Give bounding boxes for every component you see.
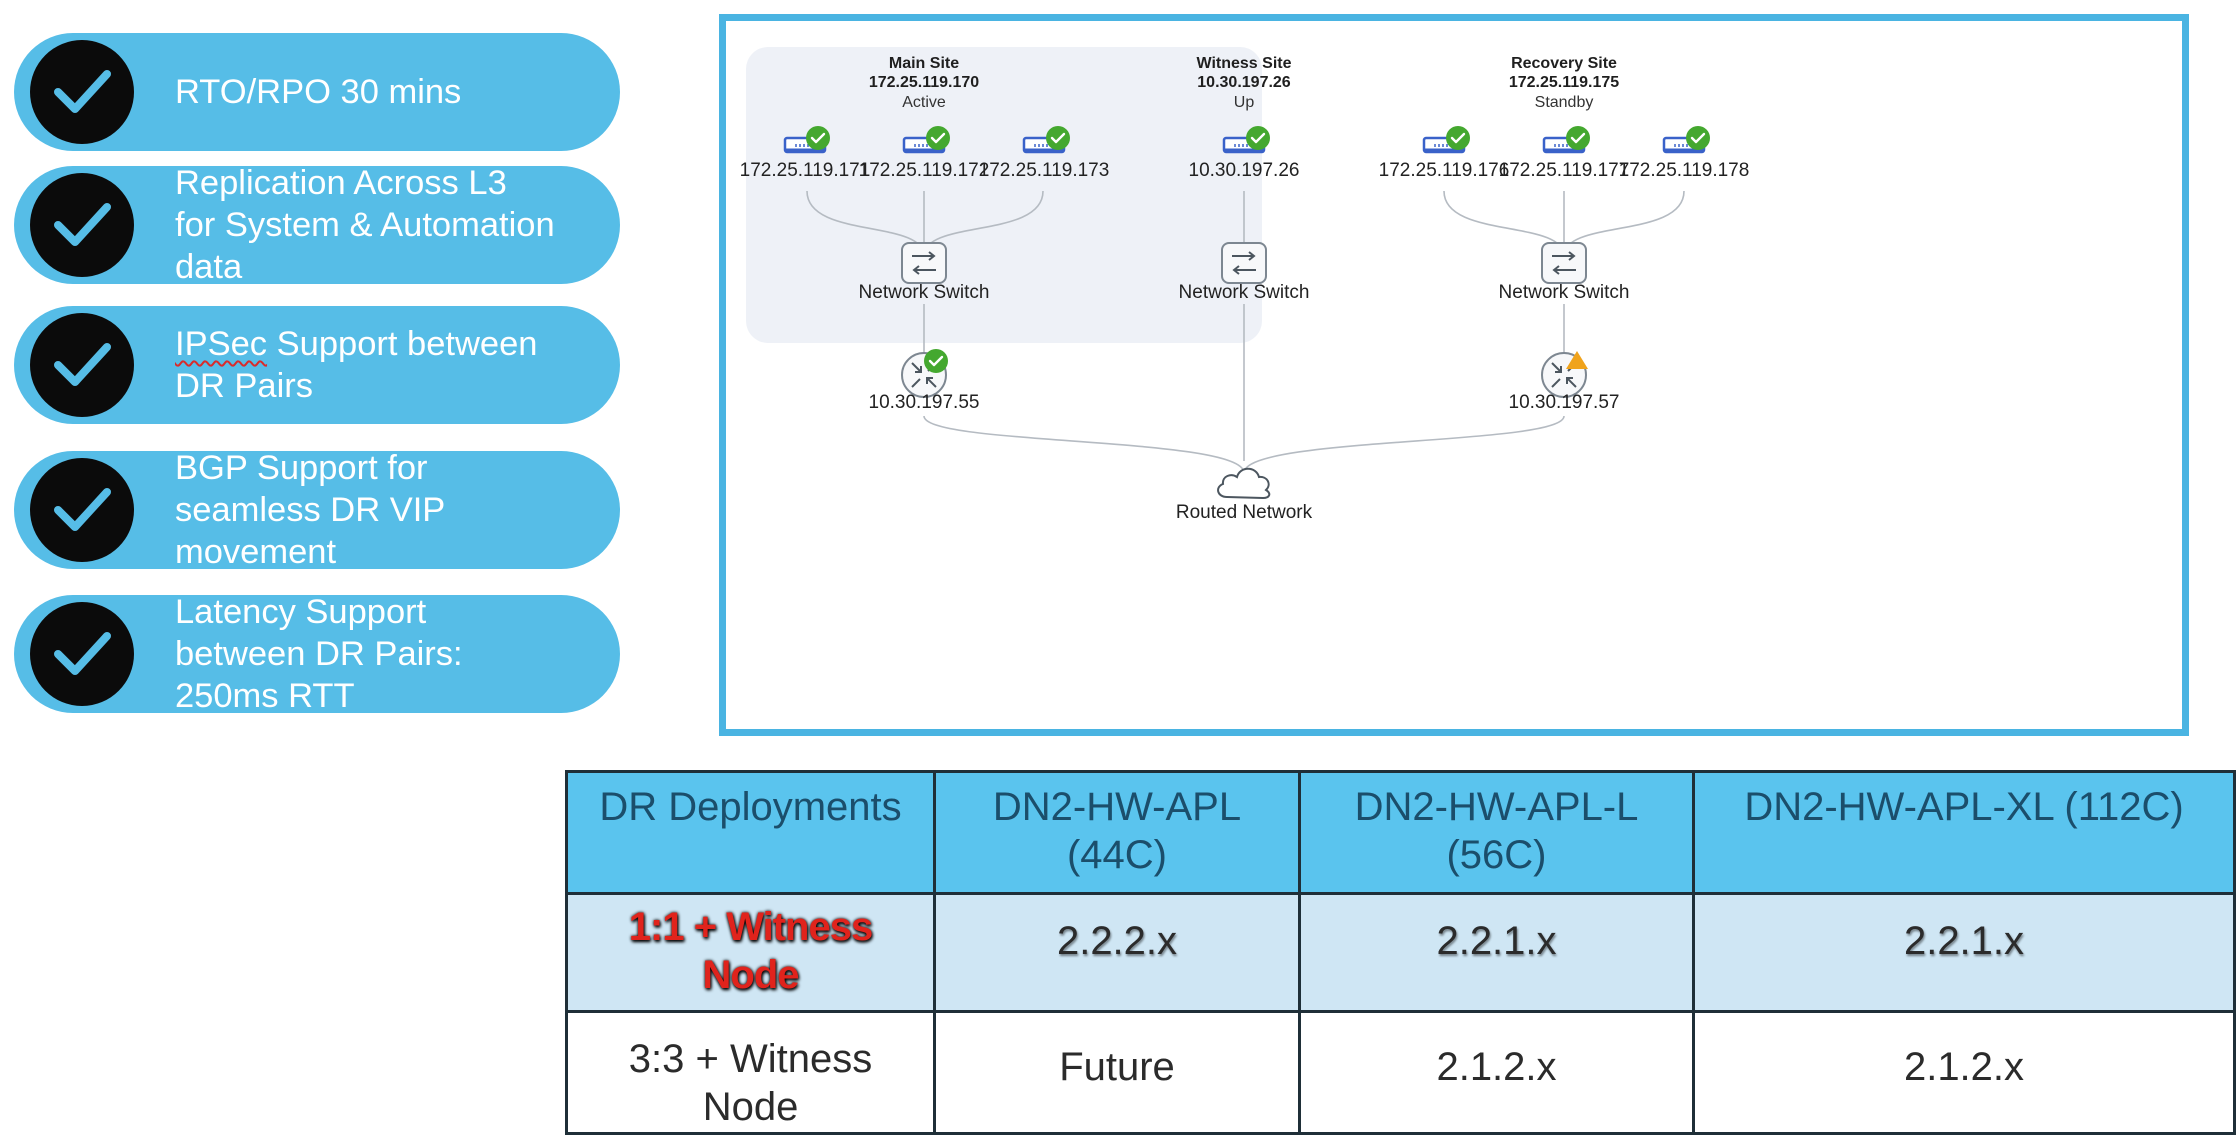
ok-badge-icon <box>924 124 952 152</box>
node-ip-label: 172.25.119.173 <box>979 160 1110 181</box>
network-switch-witness[interactable]: Network Switch <box>1179 242 1310 303</box>
server-node-171[interactable]: 172.25.119.171 <box>740 124 871 181</box>
ok-badge-icon <box>1444 124 1472 152</box>
ipsec-word: IPSec <box>175 325 268 363</box>
witness-site-name: Witness Site <box>1197 55 1292 72</box>
switch-icon <box>1221 242 1267 284</box>
server-node-177[interactable]: 172.25.119.177 <box>1499 124 1630 181</box>
ok-badge-icon <box>1564 124 1592 152</box>
network-label: Routed Network <box>1176 502 1313 523</box>
version-cell: Future <box>933 1010 1301 1135</box>
feature-text: IPSec Support between DR Pairs <box>175 323 586 407</box>
warning-badge-icon <box>1566 351 1588 369</box>
check-icon <box>30 602 134 706</box>
server-node-172[interactable]: 172.25.119.172 <box>859 124 990 181</box>
witness-site-ip: 10.30.197.26 <box>1197 74 1291 91</box>
network-switch-recovery[interactable]: Network Switch <box>1499 242 1630 303</box>
feature-text-rest: Support between DR Pairs <box>175 325 538 405</box>
switch-label: Network Switch <box>1179 282 1310 303</box>
switch-icon <box>901 242 947 284</box>
node-ip-label: 172.25.119.176 <box>1379 160 1510 181</box>
dr-deployment-table: DR Deployments DN2-HW-APL (44C) DN2-HW-A… <box>565 770 2236 1135</box>
feature-pill-replication: Replication Across L3 for System & Autom… <box>14 164 620 286</box>
feature-text: RTO/RPO 30 mins <box>175 73 462 111</box>
feature-text: BGP Support for seamless DR VIP movement <box>175 449 446 571</box>
version-cell: 2.2.1.x <box>1692 892 2236 1013</box>
ok-badge-icon <box>1044 124 1072 152</box>
server-node-176[interactable]: 172.25.119.176 <box>1379 124 1510 181</box>
router-ip-label: 10.30.197.55 <box>869 392 980 413</box>
topology-diagram: Main Site 172.25.119.170 Active Witness … <box>719 14 2189 736</box>
ok-badge-icon <box>922 347 950 375</box>
version-cell: 2.2.2.x <box>933 892 1301 1013</box>
header-apl-l: DN2-HW-APL-L (56C) <box>1298 770 1695 895</box>
deployment-1-1-witness: 1:1 + Witness Node <box>565 892 936 1013</box>
switch-label: Network Switch <box>1499 282 1630 303</box>
witness-site-status: Up <box>1234 94 1255 111</box>
routed-network[interactable]: Routed Network <box>1176 467 1313 523</box>
check-icon <box>30 313 134 417</box>
cloud-icon <box>1217 467 1271 500</box>
router-recovery[interactable]: 10.30.197.57 <box>1509 351 1620 413</box>
table-row: 1:1 + Witness Node 2.2.2.x 2.2.1.x 2.2.1… <box>565 892 2236 1013</box>
version-cell: 2.1.2.x <box>1298 1010 1695 1135</box>
check-icon <box>30 40 134 144</box>
ok-badge-icon <box>1684 124 1712 152</box>
table-row: 3:3 + Witness Node Future 2.1.2.x 2.1.2.… <box>565 1010 2236 1135</box>
check-icon <box>30 173 134 277</box>
feature-pill-rto-rpo: RTO/RPO 30 mins <box>14 33 620 151</box>
feature-text: Latency Support between DR Pairs: 250ms … <box>175 593 463 715</box>
feature-pill-latency: Latency Support between DR Pairs: 250ms … <box>14 593 620 715</box>
server-node-173[interactable]: 172.25.119.173 <box>979 124 1110 181</box>
ok-badge-icon <box>804 124 832 152</box>
switch-icon <box>1541 242 1587 284</box>
version-cell: 2.2.1.x <box>1298 892 1695 1013</box>
header-apl-xl: DN2-HW-APL-XL (112C) <box>1692 770 2236 895</box>
main-site-ip: 172.25.119.170 <box>869 74 979 91</box>
feature-pill-bgp: BGP Support for seamless DR VIP movement <box>14 449 620 571</box>
feature-pill-ipsec: IPSec Support between DR Pairs <box>14 306 620 424</box>
router-main[interactable]: 10.30.197.55 <box>869 347 980 413</box>
highlighted-deployment: 1:1 + Witness Node <box>628 905 873 997</box>
switch-label: Network Switch <box>859 282 990 303</box>
node-ip-label: 172.25.119.172 <box>859 160 990 181</box>
main-site-group <box>746 47 1262 343</box>
node-ip-label: 172.25.119.178 <box>1619 160 1750 181</box>
recovery-site-ip: 172.25.119.175 <box>1509 74 1619 91</box>
recovery-site-status: Standby <box>1535 94 1594 111</box>
table-header-row: DR Deployments DN2-HW-APL (44C) DN2-HW-A… <box>565 770 2236 895</box>
router-ip-label: 10.30.197.57 <box>1509 392 1620 413</box>
feature-text: Replication Across L3 for System & Autom… <box>175 164 555 286</box>
version-cell: 2.1.2.x <box>1692 1010 2236 1135</box>
ok-badge-icon <box>1244 124 1272 152</box>
server-node-witness[interactable]: 10.30.197.26 <box>1189 124 1300 181</box>
server-node-178[interactable]: 172.25.119.178 <box>1619 124 1750 181</box>
header-dr-deployments: DR Deployments <box>565 770 936 895</box>
recovery-site-name: Recovery Site <box>1511 55 1617 72</box>
node-ip-label: 172.25.119.177 <box>1499 160 1630 181</box>
main-site-name: Main Site <box>889 55 959 72</box>
header-apl: DN2-HW-APL (44C) <box>933 770 1301 895</box>
network-switch-main[interactable]: Network Switch <box>859 242 990 303</box>
deployment-3-3-witness: 3:3 + Witness Node <box>565 1010 936 1135</box>
node-ip-label: 10.30.197.26 <box>1189 160 1300 181</box>
main-site-status: Active <box>902 94 946 111</box>
node-ip-label: 172.25.119.171 <box>740 160 871 181</box>
check-icon <box>30 458 134 562</box>
